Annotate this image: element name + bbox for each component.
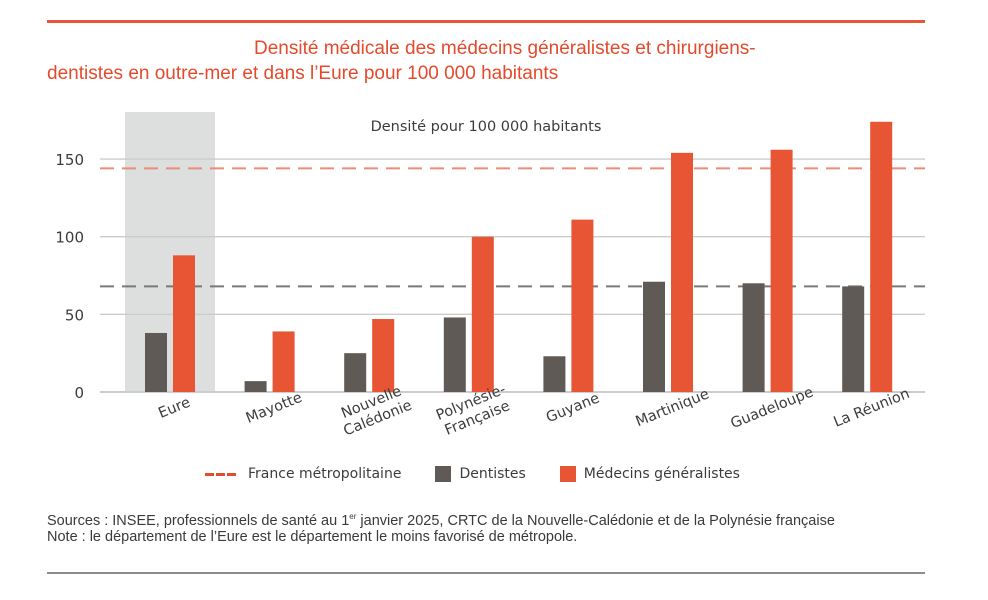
bar-dentistes xyxy=(543,356,566,392)
y-tick-label: 100 xyxy=(55,229,84,247)
legend-label: France métropolitaine xyxy=(248,466,402,482)
bar-medecins xyxy=(571,219,594,392)
legend-item-france-metropolitaine: France métropolitaine xyxy=(205,466,401,482)
sources-suffix: janvier 2025, CRTC de la Nouvelle-Calédo… xyxy=(356,512,835,529)
bar-dentistes xyxy=(443,317,466,392)
y-tick-label: 50 xyxy=(65,306,84,324)
bar-medecins xyxy=(770,149,793,392)
highlight-band-layer xyxy=(125,112,215,392)
x-tick-label-line: Guyane xyxy=(544,390,602,426)
bar-dentistes xyxy=(145,332,167,392)
bar-dentistes xyxy=(742,283,765,392)
chart-title: Densité médicale des médecins généralist… xyxy=(47,36,927,86)
bar-medecins xyxy=(471,236,494,392)
legend-label: Médecins généralistes xyxy=(583,466,740,482)
chart-title-line-1: Densité médicale des médecins généralist… xyxy=(254,38,756,59)
bar-medecins xyxy=(272,331,295,392)
sources-prefix: Sources : INSEE, professionnels de santé… xyxy=(47,512,350,529)
reference-lines xyxy=(100,167,925,288)
sources-superscript: er xyxy=(349,512,357,521)
top-accent-rule xyxy=(47,20,925,23)
medecins-swatch-icon xyxy=(559,466,576,482)
chart-subtitle: Densité pour 100 000 habitants xyxy=(371,119,602,135)
bar-dentistes xyxy=(244,381,267,392)
bar-medecins xyxy=(870,121,893,392)
x-tick-label: Guyane xyxy=(544,390,602,426)
highlight-band xyxy=(125,112,215,392)
gridlines xyxy=(100,158,925,393)
y-tick-label: 150 xyxy=(55,151,84,169)
legend-item-medecins: Médecins généralistes xyxy=(559,466,740,482)
bar-dentistes xyxy=(643,281,665,392)
note-text: Note : le département de l’Eure est le d… xyxy=(47,528,578,545)
bar-medecins xyxy=(671,152,693,392)
x-tick-label-line: Mayotte xyxy=(244,390,305,427)
bar-dentistes xyxy=(344,353,367,392)
y-tick-label: 0 xyxy=(74,384,84,402)
x-tick-label: Eure xyxy=(156,395,193,422)
legend-item-dentistes: Dentistes xyxy=(435,466,526,482)
bar-medecins xyxy=(372,319,395,392)
bar-dentistes xyxy=(842,286,865,392)
dentistes-swatch-icon xyxy=(435,466,452,482)
bottom-rule xyxy=(47,572,925,574)
chart-title-line-2: dentistes en outre-mer et dans l’Eure po… xyxy=(47,63,559,84)
bar-medecins xyxy=(173,255,195,392)
sources-note: Sources : INSEE, professionnels de santé… xyxy=(47,509,927,545)
legend: France métropolitaine Dentistes Médecins… xyxy=(205,466,774,482)
x-tick-label-line: Eure xyxy=(156,395,193,422)
x-tick-label: Mayotte xyxy=(244,390,305,427)
bars xyxy=(145,121,893,392)
dashed-line-icon xyxy=(205,472,242,476)
legend-label: Dentistes xyxy=(459,466,526,482)
